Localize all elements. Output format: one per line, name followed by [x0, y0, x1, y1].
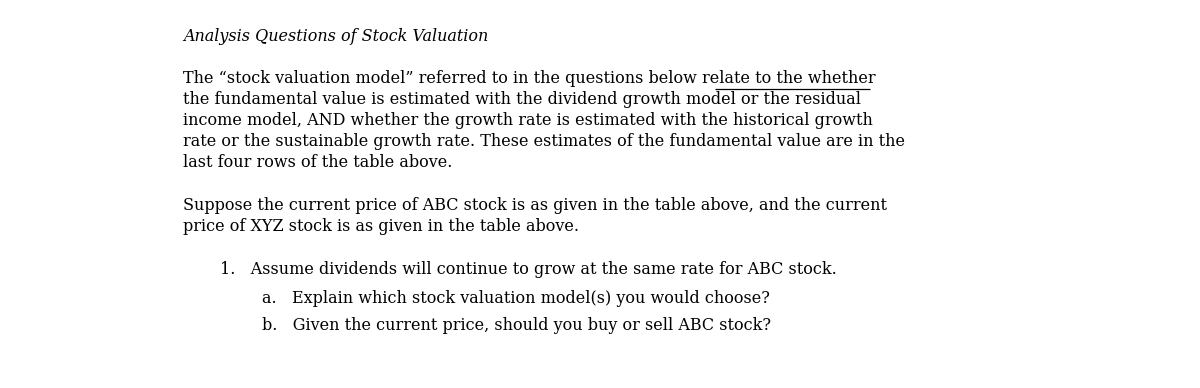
Text: The “stock valuation model” referred to in the questions below relate to the whe: The “stock valuation model” referred to … [182, 70, 876, 87]
Text: Suppose the current price of ABC stock is as given in the table above, and the c: Suppose the current price of ABC stock i… [182, 197, 887, 214]
Text: a.   Explain which stock valuation model(s) you would choose?: a. Explain which stock valuation model(s… [262, 290, 770, 307]
Text: the fundamental value is estimated with the dividend growth model or the residua: the fundamental value is estimated with … [182, 91, 862, 108]
Text: 1.   Assume dividends will continue to grow at the same rate for ABC stock.: 1. Assume dividends will continue to gro… [220, 261, 836, 278]
Text: rate or the sustainable growth rate. These estimates of the fundamental value ar: rate or the sustainable growth rate. The… [182, 133, 905, 150]
Text: Analysis Questions of Stock Valuation: Analysis Questions of Stock Valuation [182, 28, 488, 45]
Text: price of XYZ stock is as given in the table above.: price of XYZ stock is as given in the ta… [182, 218, 580, 235]
Text: b.   Given the current price, should you buy or sell ABC stock?: b. Given the current price, should you b… [262, 317, 772, 334]
Text: income model, AND whether the growth rate is estimated with the historical growt: income model, AND whether the growth rat… [182, 112, 872, 129]
Text: last four rows of the table above.: last four rows of the table above. [182, 154, 452, 171]
